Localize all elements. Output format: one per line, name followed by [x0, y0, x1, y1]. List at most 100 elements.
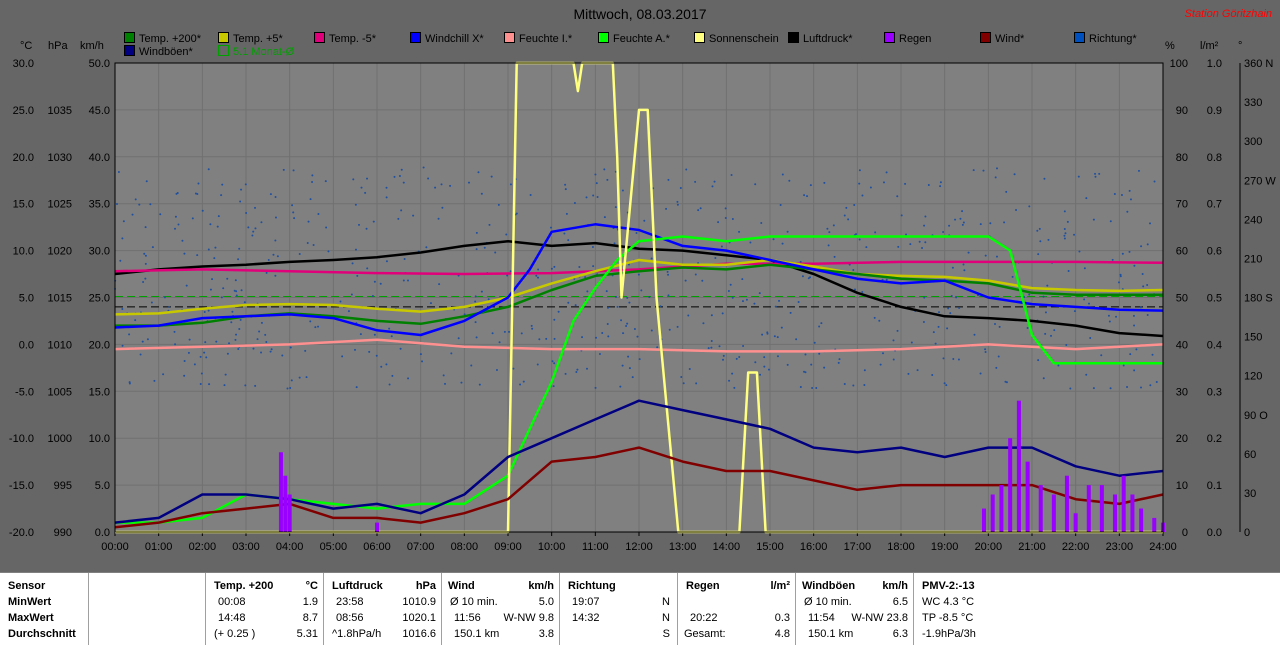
direction-point [217, 215, 220, 218]
direction-point [352, 178, 355, 181]
direction-point [519, 383, 522, 386]
direction-point [1047, 238, 1050, 241]
direction-point [852, 384, 855, 387]
direction-point [581, 336, 584, 339]
direction-point [402, 279, 405, 282]
direction-point [809, 276, 812, 279]
rain-bar [287, 494, 292, 532]
pressure-unit: hPa [415, 580, 436, 592]
temp-avg-value: 5.31 [296, 628, 318, 640]
direction-point [1037, 359, 1040, 362]
direction-point [474, 300, 477, 303]
direction-point [480, 192, 483, 195]
rain-bar [990, 494, 995, 532]
direction-point [1037, 253, 1040, 256]
direction-point [904, 182, 907, 185]
rain-bar [1008, 438, 1013, 532]
x-tick-label: 24:00 [1149, 541, 1177, 553]
direction-point [168, 305, 171, 308]
direction-point [474, 295, 477, 298]
direction-point [134, 198, 137, 201]
direction-point [467, 181, 470, 184]
direction-point [958, 306, 961, 309]
direction-point [243, 301, 246, 304]
direction-tick-label: 210 [1244, 253, 1262, 265]
direction-point [934, 342, 937, 345]
direction-point [234, 338, 237, 341]
legend-item: 5.1 Monat-Ø [218, 45, 294, 58]
wind-tick-label: 50.0 [89, 58, 110, 70]
direction-point [1153, 180, 1156, 183]
direction-point [838, 358, 841, 361]
direction-point [347, 310, 350, 313]
direction-point [298, 252, 301, 255]
direction-point [478, 383, 481, 386]
direction-point [586, 290, 589, 293]
direction-point [444, 382, 447, 385]
direction-point [922, 321, 925, 324]
gusts-header: Windböen [802, 580, 856, 592]
direction-point [786, 363, 789, 366]
direction-point [809, 184, 812, 187]
direction-point [627, 263, 630, 266]
legend-swatch [218, 45, 229, 56]
direction-point [881, 352, 884, 355]
direction-point [252, 347, 255, 350]
direction-point [388, 383, 391, 386]
direction-point [656, 346, 659, 349]
series-line [114, 338, 1164, 353]
direction-point [823, 181, 826, 184]
direction-point [962, 221, 965, 224]
direction-point [144, 254, 147, 257]
summary-col-pmv: PMV-2:-13 WC 4.3 °C TP -8.5 °C -1.9hPa/3… [913, 573, 1280, 645]
direction-point [194, 192, 197, 195]
direction-avg-value: S [662, 628, 670, 640]
direction-point [1015, 209, 1018, 212]
temp-unit-label: °C [20, 40, 33, 52]
direction-point [804, 353, 807, 356]
direction-point [667, 273, 670, 276]
direction-point [244, 384, 247, 387]
direction-tick-label: 270 W [1244, 175, 1276, 187]
direction-point [695, 382, 698, 385]
series-line [115, 235, 1163, 524]
direction-point [145, 180, 148, 183]
direction-point [495, 368, 498, 371]
direction-point [1094, 175, 1097, 178]
temp-tick-label: -10.0 [9, 433, 34, 445]
direction-point [487, 298, 490, 301]
temp-avg-note: (+ 0.25 ) [214, 628, 256, 640]
direction-point [537, 268, 540, 271]
direction-point [813, 341, 816, 344]
pressure-tick-label: 1005 [48, 386, 72, 398]
direction-point [779, 203, 782, 206]
direction-point [177, 223, 180, 226]
direction-point [896, 195, 899, 198]
direction-point [606, 306, 609, 309]
wind-tick-label: 0.0 [95, 527, 110, 539]
legend-label: Windchill X* [425, 33, 484, 45]
direction-point [1155, 380, 1158, 383]
direction-point [684, 279, 687, 282]
direction-point [606, 178, 609, 181]
direction-point [761, 333, 764, 336]
legend-item: Richtung* [1074, 32, 1137, 45]
direction-point [138, 203, 141, 206]
direction-point [963, 269, 966, 272]
direction-point [490, 175, 493, 178]
direction-point [724, 216, 727, 219]
direction-point [457, 337, 460, 340]
direction-point [806, 195, 809, 198]
direction-tick-label: 90 O [1244, 410, 1268, 422]
gusts-max-value: W-NW 23.8 [851, 612, 908, 624]
direction-point [1126, 385, 1129, 388]
direction-point [564, 188, 567, 191]
temp-tick-label: 15.0 [13, 199, 34, 211]
direction-point [938, 311, 941, 314]
direction-point [162, 373, 165, 376]
direction-point [553, 318, 556, 321]
direction-point [591, 246, 594, 249]
direction-point [989, 222, 992, 225]
direction-point [491, 332, 494, 335]
direction-point [222, 287, 225, 290]
